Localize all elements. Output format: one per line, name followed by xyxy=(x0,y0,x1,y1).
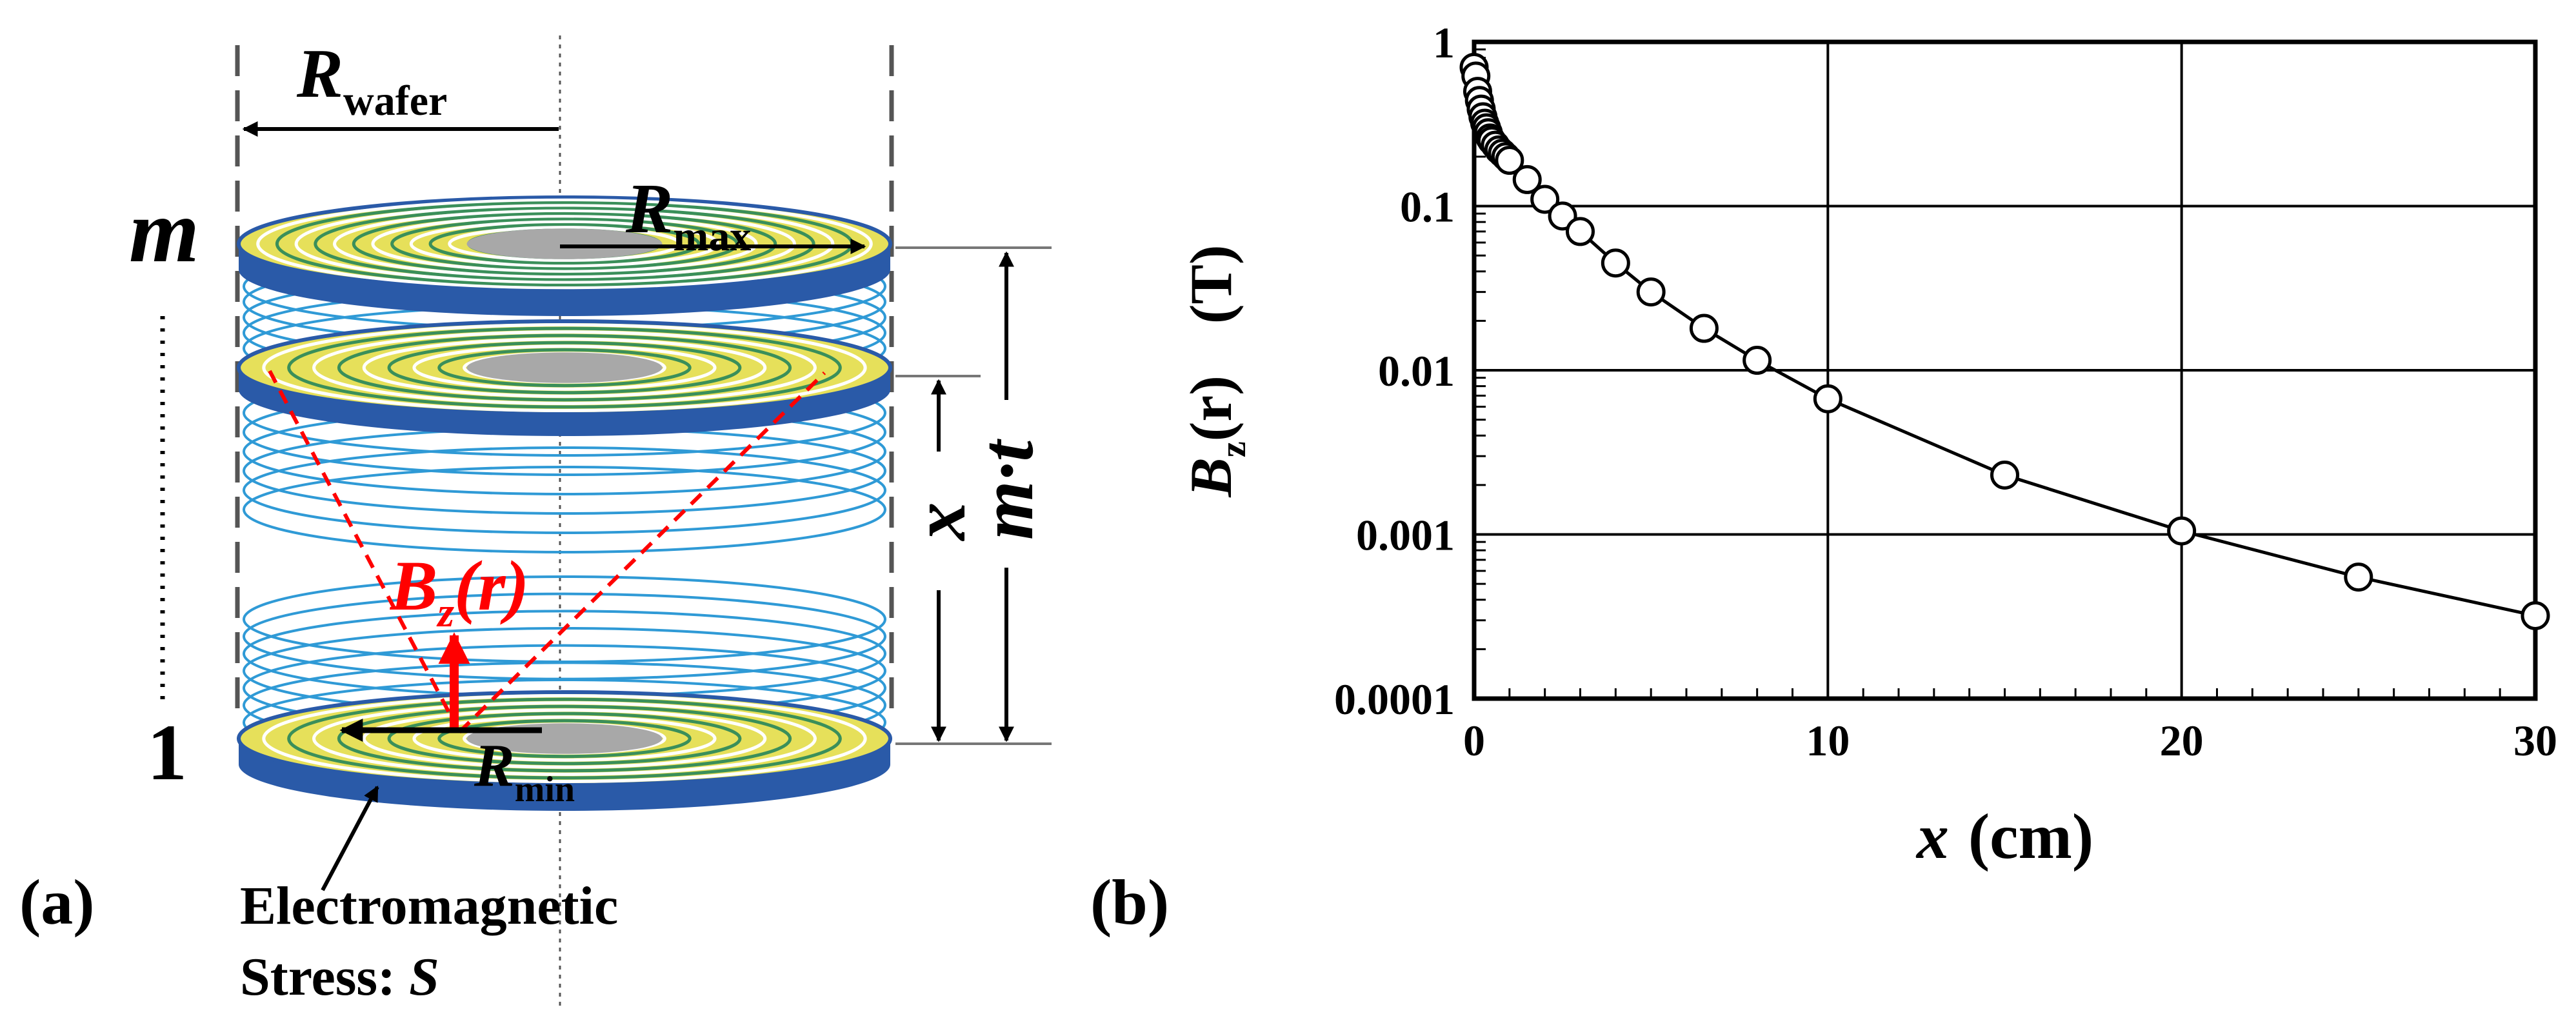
data-point xyxy=(1495,146,1524,175)
disk-bottom xyxy=(237,690,892,811)
disk-ring xyxy=(437,719,692,759)
disk-core xyxy=(466,352,663,383)
disk-ring xyxy=(428,223,701,265)
disk-rim xyxy=(239,244,890,316)
data-point xyxy=(2521,601,2550,630)
coil-turn xyxy=(243,446,886,534)
data-point xyxy=(1512,164,1542,194)
disk-ring xyxy=(437,348,692,388)
x-tick-label: 0 xyxy=(1463,716,1485,765)
disk-rim xyxy=(239,739,890,811)
disk-ring xyxy=(294,204,835,284)
disk-ring xyxy=(337,704,792,773)
field-label: Bz(r) xyxy=(389,546,529,636)
disk-ring xyxy=(387,712,742,766)
disk-ring xyxy=(314,206,815,281)
chart-grid xyxy=(1473,41,2537,700)
x-tick-label: 30 xyxy=(2513,716,2557,765)
x-tick-label: 20 xyxy=(2160,716,2204,765)
chart-y-label: Bz(r)(T) xyxy=(1178,245,1253,498)
x-tick-label: 10 xyxy=(1806,716,1850,765)
data-point xyxy=(1689,313,1719,343)
disk-ring xyxy=(287,326,842,409)
disk-rim xyxy=(239,368,890,436)
disk-ring xyxy=(312,330,817,405)
panel-a-label: (a) xyxy=(19,866,95,938)
stress-line-2: Stress: S xyxy=(240,947,439,1007)
disk-ring xyxy=(352,212,777,276)
disk-ring xyxy=(262,694,867,783)
y-tick-label: 1 xyxy=(1433,18,1455,67)
coil-turn xyxy=(243,466,886,553)
chart-series-points xyxy=(1459,52,2550,630)
r-max-label: Rmax xyxy=(625,169,751,260)
disk-ring xyxy=(362,337,767,398)
disk-core xyxy=(466,228,663,259)
layer-top-label: m xyxy=(129,181,199,281)
y-tick-label: 0.001 xyxy=(1356,511,1455,560)
data-point xyxy=(1990,460,2019,490)
disk-top xyxy=(237,195,892,316)
disk-ring xyxy=(337,333,792,402)
panel-b-label: (b) xyxy=(1090,866,1169,938)
disk-ring xyxy=(287,697,842,780)
disk-ring xyxy=(362,708,767,769)
stress-arrow xyxy=(321,785,379,891)
disk-ring xyxy=(390,217,739,270)
disk-ring xyxy=(412,715,717,762)
y-tick-label: 0.0001 xyxy=(1334,675,1455,724)
y-tick-label: 0.01 xyxy=(1378,346,1455,395)
data-point xyxy=(1742,346,1772,375)
panel-a: Rwafer Bz(r) Rmax Rmin m 1 xyxy=(19,35,1052,1007)
data-point xyxy=(1601,248,1630,278)
disk-ring xyxy=(333,209,796,279)
layer-bottom-label: 1 xyxy=(147,708,187,797)
disk-ring xyxy=(371,215,758,273)
stress-line-1: Electromagnetic xyxy=(240,876,618,936)
disk-ring xyxy=(409,220,720,268)
disk-ring xyxy=(387,341,742,395)
disk-middle xyxy=(237,319,892,436)
field-cone-right xyxy=(457,371,826,734)
disk-ring xyxy=(312,701,817,776)
data-point xyxy=(2344,562,2373,592)
data-point xyxy=(1566,217,1595,246)
data-point xyxy=(1813,384,1842,413)
chart-x-label: x (cm) xyxy=(1915,801,2093,872)
coil-turn xyxy=(243,610,886,698)
chart-tick-labels: 0 10 20 30 1 0.1 0.01 0.001 0.0001 xyxy=(1334,18,2557,765)
r-wafer-label: Rwafer xyxy=(296,35,447,124)
disk-ring xyxy=(448,226,681,262)
x-dim-label: x xyxy=(897,503,981,542)
coil-turn xyxy=(243,592,886,681)
disk-ring xyxy=(262,323,867,412)
disk-ring xyxy=(412,344,717,391)
data-point xyxy=(2167,516,2197,546)
data-point xyxy=(1530,184,1560,214)
chart-ticks xyxy=(1473,48,2537,699)
y-tick-label: 0.1 xyxy=(1400,183,1455,232)
r-min-label: Rmin xyxy=(474,732,575,810)
coil-turn xyxy=(243,427,886,515)
disk-ring xyxy=(256,198,873,290)
data-point xyxy=(1636,277,1666,307)
coil-turn xyxy=(243,575,886,663)
mt-label: m·t xyxy=(964,439,1049,540)
